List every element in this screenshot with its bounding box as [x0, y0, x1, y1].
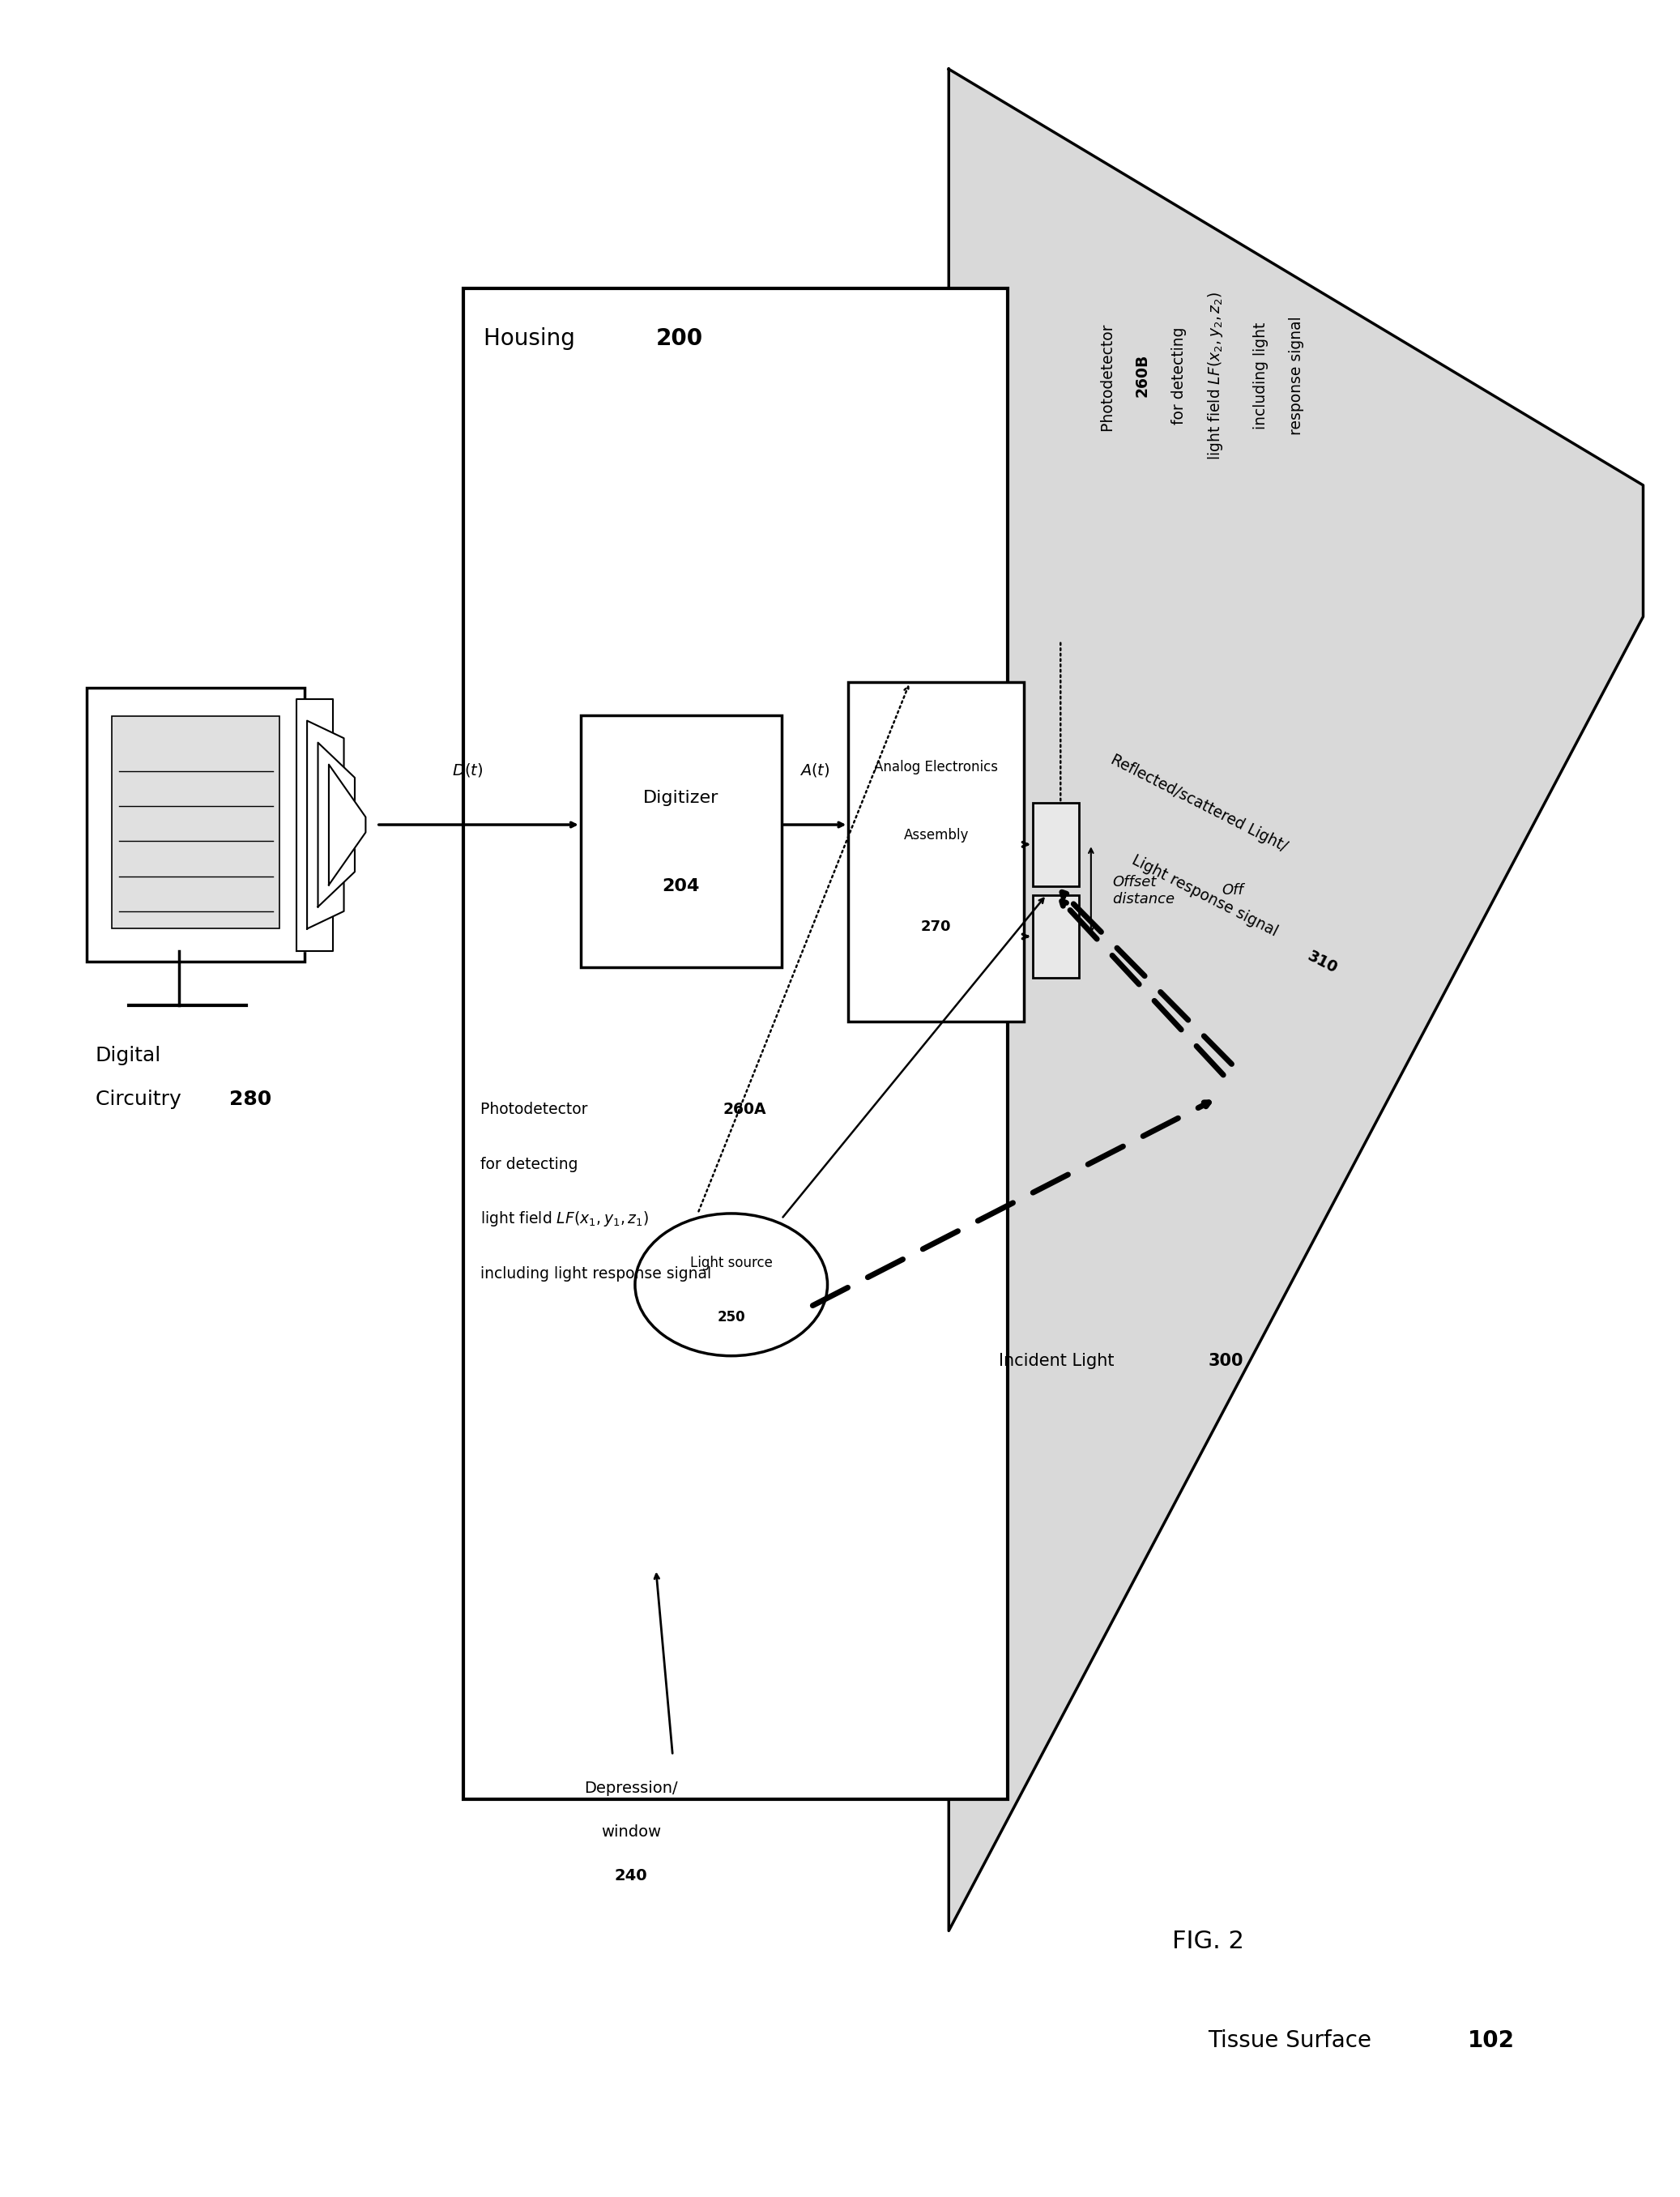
FancyBboxPatch shape	[87, 688, 304, 962]
Text: 240: 240	[615, 1867, 647, 1883]
Text: $A(t)$: $A(t)$	[800, 762, 830, 778]
Text: Depression/: Depression/	[585, 1782, 677, 1797]
FancyBboxPatch shape	[848, 683, 1025, 1022]
Text: Tissue Surface: Tissue Surface	[1208, 2030, 1379, 2052]
Text: Digital: Digital	[96, 1046, 161, 1066]
Text: 300: 300	[1208, 1353, 1243, 1369]
Text: Offset
distance: Offset distance	[1112, 874, 1179, 905]
FancyBboxPatch shape	[581, 716, 781, 967]
Text: $D(t)$: $D(t)$	[452, 762, 484, 778]
Text: for detecting: for detecting	[480, 1156, 578, 1171]
FancyBboxPatch shape	[1033, 802, 1079, 885]
Text: Photodetector: Photodetector	[1100, 319, 1117, 433]
Text: Photodetector: Photodetector	[480, 1101, 593, 1116]
Text: 280: 280	[228, 1090, 272, 1109]
Text: Digitizer: Digitizer	[643, 791, 719, 806]
Text: FIG. 2: FIG. 2	[1173, 1929, 1245, 1953]
Text: 204: 204	[662, 879, 701, 894]
Text: 260A: 260A	[722, 1101, 766, 1116]
Polygon shape	[296, 699, 333, 951]
FancyBboxPatch shape	[113, 716, 279, 929]
Text: window: window	[601, 1824, 660, 1839]
Text: Circuitry: Circuitry	[96, 1090, 188, 1109]
Text: light field $\mathit{LF}(x_1,y_1,z_1)$: light field $\mathit{LF}(x_1,y_1,z_1)$	[480, 1211, 648, 1228]
Text: Assembly: Assembly	[904, 828, 969, 841]
Text: Light response signal: Light response signal	[1129, 852, 1285, 943]
Polygon shape	[307, 721, 344, 929]
Text: response signal: response signal	[1289, 316, 1304, 435]
Text: 102: 102	[1467, 2030, 1514, 2052]
FancyBboxPatch shape	[464, 288, 1008, 1799]
Text: 270: 270	[921, 921, 951, 934]
Text: Reflected/scattered Light/: Reflected/scattered Light/	[1107, 751, 1290, 855]
Text: light field $\mathit{LF}(x_2,y_2,z_2)$: light field $\mathit{LF}(x_2,y_2,z_2)$	[1206, 292, 1225, 459]
Text: Housing: Housing	[484, 327, 583, 349]
Text: 310: 310	[1305, 949, 1341, 978]
Polygon shape	[329, 765, 366, 885]
Text: for detecting: for detecting	[1171, 327, 1186, 424]
Text: including light: including light	[1253, 323, 1268, 428]
Text: Off: Off	[1221, 883, 1243, 899]
Ellipse shape	[635, 1213, 828, 1356]
Text: Light source: Light source	[690, 1254, 773, 1270]
Polygon shape	[949, 68, 1643, 1931]
Text: Incident Light: Incident Light	[1000, 1353, 1121, 1369]
Text: 260B: 260B	[1134, 354, 1149, 398]
Polygon shape	[318, 743, 354, 907]
FancyBboxPatch shape	[1033, 894, 1079, 978]
Text: 250: 250	[717, 1309, 746, 1325]
Text: 200: 200	[655, 327, 702, 349]
Text: Analog Electronics: Analog Electronics	[874, 760, 998, 776]
Text: including light response signal: including light response signal	[480, 1265, 711, 1281]
